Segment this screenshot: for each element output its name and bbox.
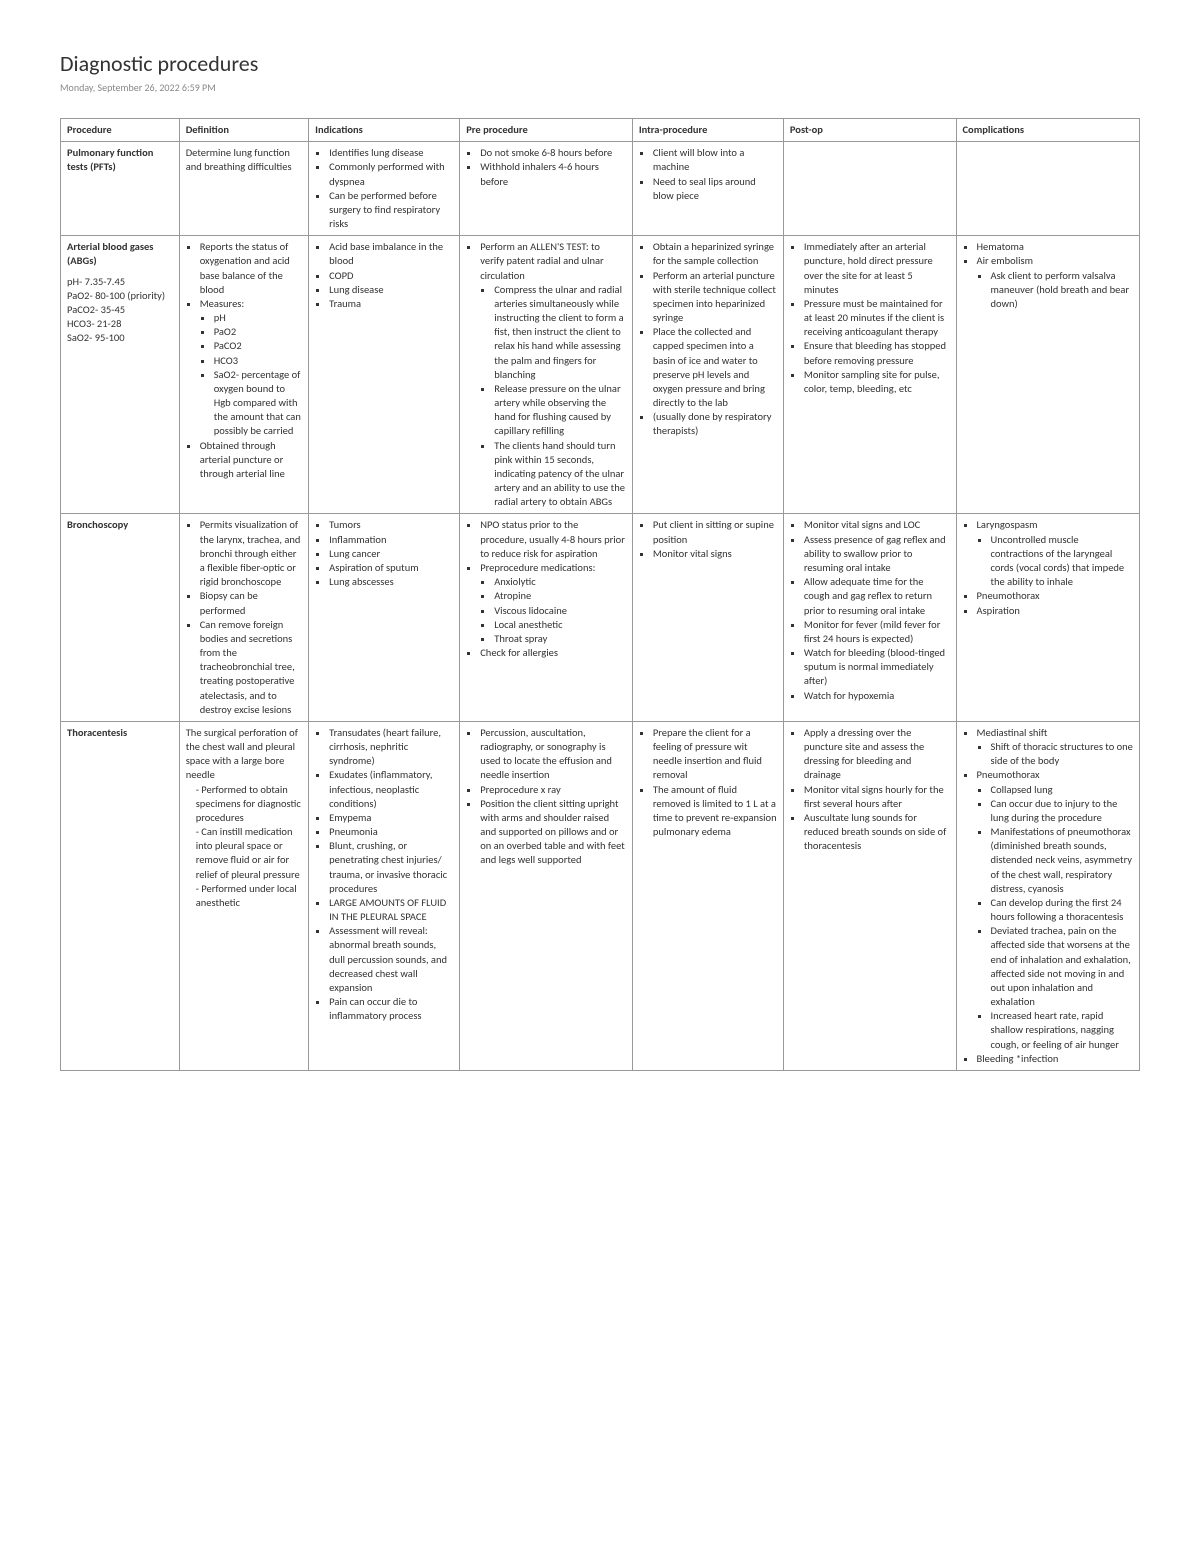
cell-definition: Determine lung function and breathing di… [179, 142, 308, 236]
procedures-table: Procedure Definition Indications Pre pro… [60, 118, 1140, 1071]
cell-indications: Acid base imbalance in the bloodCOPDLung… [309, 236, 460, 514]
col-postop: Post-op [783, 119, 956, 142]
cell-definition: Permits visualization of the larynx, tra… [179, 514, 308, 721]
cell-definition: Reports the status of oxygenation and ac… [179, 236, 308, 514]
col-indications: Indications [309, 119, 460, 142]
proc-name: Pulmonary function tests (PFTs) [61, 142, 180, 236]
table-row: Thoracentesis The surgical perforation o… [61, 721, 1140, 1070]
cell-definition: The surgical perforation of the chest wa… [179, 721, 308, 1070]
table-header-row: Procedure Definition Indications Pre pro… [61, 119, 1140, 142]
proc-name: Bronchoscopy [61, 514, 180, 721]
cell-complications [956, 142, 1140, 236]
cell-indications: Transudates (heart failure, cirrhosis, n… [309, 721, 460, 1070]
cell-intra: Client will blow into a machineNeed to s… [632, 142, 783, 236]
proc-name: Arterial blood gases (ABGs) pH- 7.35-7.4… [61, 236, 180, 514]
page-title: Diagnostic procedures [60, 50, 1140, 77]
cell-indications: TumorsInflammationLung cancerAspiration … [309, 514, 460, 721]
col-definition: Definition [179, 119, 308, 142]
cell-pre: NPO status prior to the procedure, usual… [460, 514, 633, 721]
col-intraprocedure: Intra-procedure [632, 119, 783, 142]
cell-indications: Identifies lung diseaseCommonly performe… [309, 142, 460, 236]
cell-complications: Laryngospasm Uncontrolled muscle contrac… [956, 514, 1140, 721]
cell-pre: Do not smoke 6-8 hours beforeWithhold in… [460, 142, 633, 236]
cell-intra: Put client in sitting or supine position… [632, 514, 783, 721]
proc-name: Thoracentesis [61, 721, 180, 1070]
page-meta: Monday, September 26, 2022 6:59 PM [60, 81, 1140, 94]
col-preprocedure: Pre procedure [460, 119, 633, 142]
col-complications: Complications [956, 119, 1140, 142]
cell-intra: Prepare the client for a feeling of pres… [632, 721, 783, 1070]
cell-pre: Perform an ALLEN'S TEST: to verify paten… [460, 236, 633, 514]
cell-intra: Obtain a heparinized syringe for the sam… [632, 236, 783, 514]
table-row: Bronchoscopy Permits visualization of th… [61, 514, 1140, 721]
cell-complications: Hematoma Air embolism Ask client to perf… [956, 236, 1140, 514]
table-row: Arterial blood gases (ABGs) pH- 7.35-7.4… [61, 236, 1140, 514]
cell-post: Monitor vital signs and LOCAssess presen… [783, 514, 956, 721]
cell-complications: Mediastinal shift Shift of thoracic stru… [956, 721, 1140, 1070]
table-row: Pulmonary function tests (PFTs) Determin… [61, 142, 1140, 236]
cell-post: Immediately after an arterial puncture, … [783, 236, 956, 514]
cell-pre: Percussion, auscultation, radiography, o… [460, 721, 633, 1070]
col-procedure: Procedure [61, 119, 180, 142]
cell-post: Apply a dressing over the puncture site … [783, 721, 956, 1070]
cell-post [783, 142, 956, 236]
